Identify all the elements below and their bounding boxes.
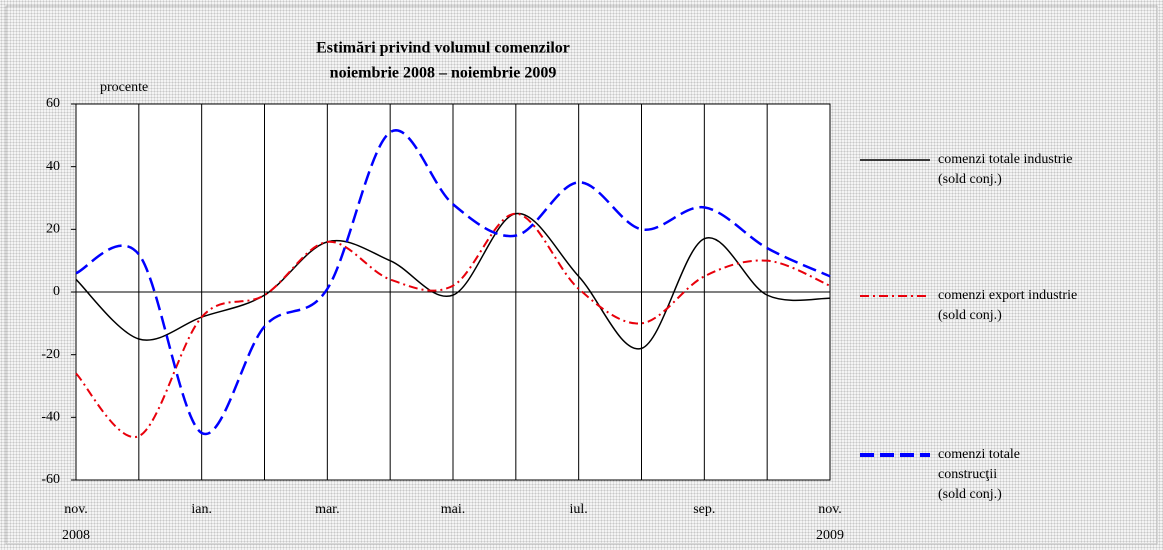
y-tick-label: 0 <box>53 284 60 299</box>
x-year-label: 2009 <box>816 528 844 543</box>
y-tick-label: -40 <box>41 410 60 425</box>
x-tick-label: mar. <box>315 502 340 517</box>
series-line <box>75 212 831 439</box>
legend-entry: comenzi totale construcţii (sold conj.) <box>938 445 1078 505</box>
legend-entry: comenzi export industrie (sold conj.) <box>938 286 1128 326</box>
x-year-label: 2008 <box>62 528 90 543</box>
legend-note: (sold conj.) <box>938 172 1002 187</box>
x-tick-label: nov. <box>64 502 88 517</box>
x-tick-label: sep. <box>693 502 715 517</box>
y-tick-label: 20 <box>46 222 60 237</box>
frame <box>5 5 1158 545</box>
y-tick-label: 60 <box>46 96 60 111</box>
series-line <box>75 129 831 436</box>
y-tick-label: -20 <box>41 347 60 362</box>
y-tick-label: 40 <box>46 159 60 174</box>
chart-title: Estimări privind volumul comenzilor <box>316 40 570 57</box>
legend-label: comenzi totale construcţii <box>938 447 1021 482</box>
legend-label: comenzi totale industrie <box>938 152 1073 167</box>
chart-subtitle: noiembrie 2008 – noiembrie 2009 <box>330 65 557 82</box>
legend-note: (sold conj.) <box>938 487 1002 502</box>
series-line <box>75 212 831 350</box>
y-tick-label: -60 <box>41 472 60 487</box>
legend-entry: comenzi totale industrie (sold conj.) <box>938 150 1128 190</box>
y-unit-label: procente <box>100 80 148 95</box>
legend-note: (sold conj.) <box>938 308 1002 323</box>
legend-label: comenzi export industrie <box>938 288 1078 303</box>
x-tick-label: ian. <box>191 502 212 517</box>
x-tick-label: mai. <box>441 502 466 517</box>
x-tick-label: nov. <box>818 502 842 517</box>
x-tick-label: iul. <box>570 502 588 517</box>
